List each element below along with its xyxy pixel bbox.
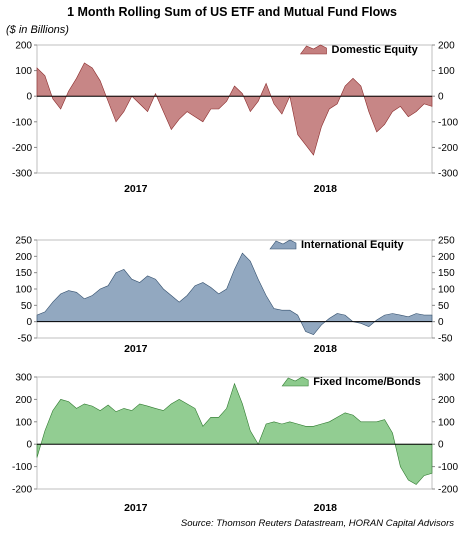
- chart-panel-2: 250 250 200 200 150 150 100 100 50 50 0 0 -50 -50 Inte…: [15, 236, 455, 356]
- x-tick-label: 2017: [124, 183, 148, 195]
- x-tick-label: 2018: [314, 183, 338, 195]
- plot-frame: [36, 44, 433, 174]
- chart-title: 1 Month Rolling Sum of US ETF and Mutual…: [67, 5, 397, 19]
- chart-panel-1: 200 200 100 100 0 0 -100 -100 -200 -200 -300 -300 Do…: [12, 41, 458, 196]
- y-tick-label-right: 50: [438, 301, 450, 312]
- y-tick-label-left: 200: [15, 395, 32, 406]
- y-tick-label-right: 100: [438, 66, 455, 77]
- y-tick-label-right: -100: [438, 117, 458, 128]
- y-tick-label-right: -200: [438, 485, 458, 496]
- y-tick-label-left: 0: [26, 440, 32, 451]
- y-tick-label-left: -200: [12, 485, 32, 496]
- y-tick-label-left: 200: [15, 252, 32, 263]
- legend-label: International Equity: [301, 239, 405, 251]
- x-tick-label: 2018: [314, 343, 338, 355]
- y-tick-label-right: 100: [438, 417, 455, 428]
- y-tick-label-left: 0: [26, 92, 32, 103]
- x-tick-label: 2017: [124, 502, 148, 514]
- y-tick-label-left: 200: [15, 41, 32, 52]
- y-tick-label-left: 50: [21, 301, 33, 312]
- legend-label: Fixed Income/Bonds: [313, 376, 421, 388]
- y-tick-label-left: -100: [12, 117, 32, 128]
- y-tick-label-left: 250: [15, 236, 32, 247]
- legend-swatch: [299, 44, 327, 55]
- y-tick-label-right: 0: [438, 92, 444, 103]
- y-tick-label-right: -50: [438, 334, 453, 345]
- series-area: [36, 252, 433, 336]
- y-tick-label-right: 250: [438, 236, 455, 247]
- legend-swatch: [269, 239, 297, 250]
- y-tick-label-right: 200: [438, 41, 455, 52]
- y-tick-label-right: 0: [438, 317, 444, 328]
- y-tick-label-left: 0: [26, 317, 32, 328]
- series-area: [36, 62, 433, 156]
- y-tick-label-right: 200: [438, 252, 455, 263]
- y-tick-label-right: 300: [438, 373, 455, 384]
- y-tick-label-left: -200: [12, 143, 32, 154]
- y-tick-label-left: 100: [15, 417, 32, 428]
- series-area: [36, 382, 433, 485]
- y-tick-label-left: 100: [15, 285, 32, 296]
- chart-subtitle: ($ in Billions): [6, 24, 69, 36]
- x-tick-label: 2018: [314, 502, 338, 514]
- y-tick-label-right: -100: [438, 462, 458, 473]
- y-tick-label-left: -300: [12, 169, 32, 180]
- chart-panel-3: 300 300 200 200 100 100 0 0 -100 -100 -200 -200 Fixe…: [12, 373, 458, 515]
- y-tick-label-right: -200: [438, 143, 458, 154]
- y-tick-label-left: -100: [12, 462, 32, 473]
- y-tick-label-right: 100: [438, 285, 455, 296]
- source-note: Source: Thomson Reuters Datastream, HORA…: [180, 518, 454, 529]
- legend-swatch: [281, 376, 309, 387]
- plot-frame: [36, 376, 433, 490]
- y-tick-label-right: 200: [438, 395, 455, 406]
- y-tick-label-left: 100: [15, 66, 32, 77]
- y-tick-label-right: 0: [438, 440, 444, 451]
- y-tick-label-left: -50: [18, 334, 33, 345]
- y-tick-label-right: 150: [438, 268, 455, 279]
- x-tick-label: 2017: [124, 343, 148, 355]
- y-tick-label-left: 300: [15, 373, 32, 384]
- y-tick-label-left: 150: [15, 268, 32, 279]
- legend-label: Domestic Equity: [332, 44, 419, 56]
- y-tick-label-right: -300: [438, 169, 458, 180]
